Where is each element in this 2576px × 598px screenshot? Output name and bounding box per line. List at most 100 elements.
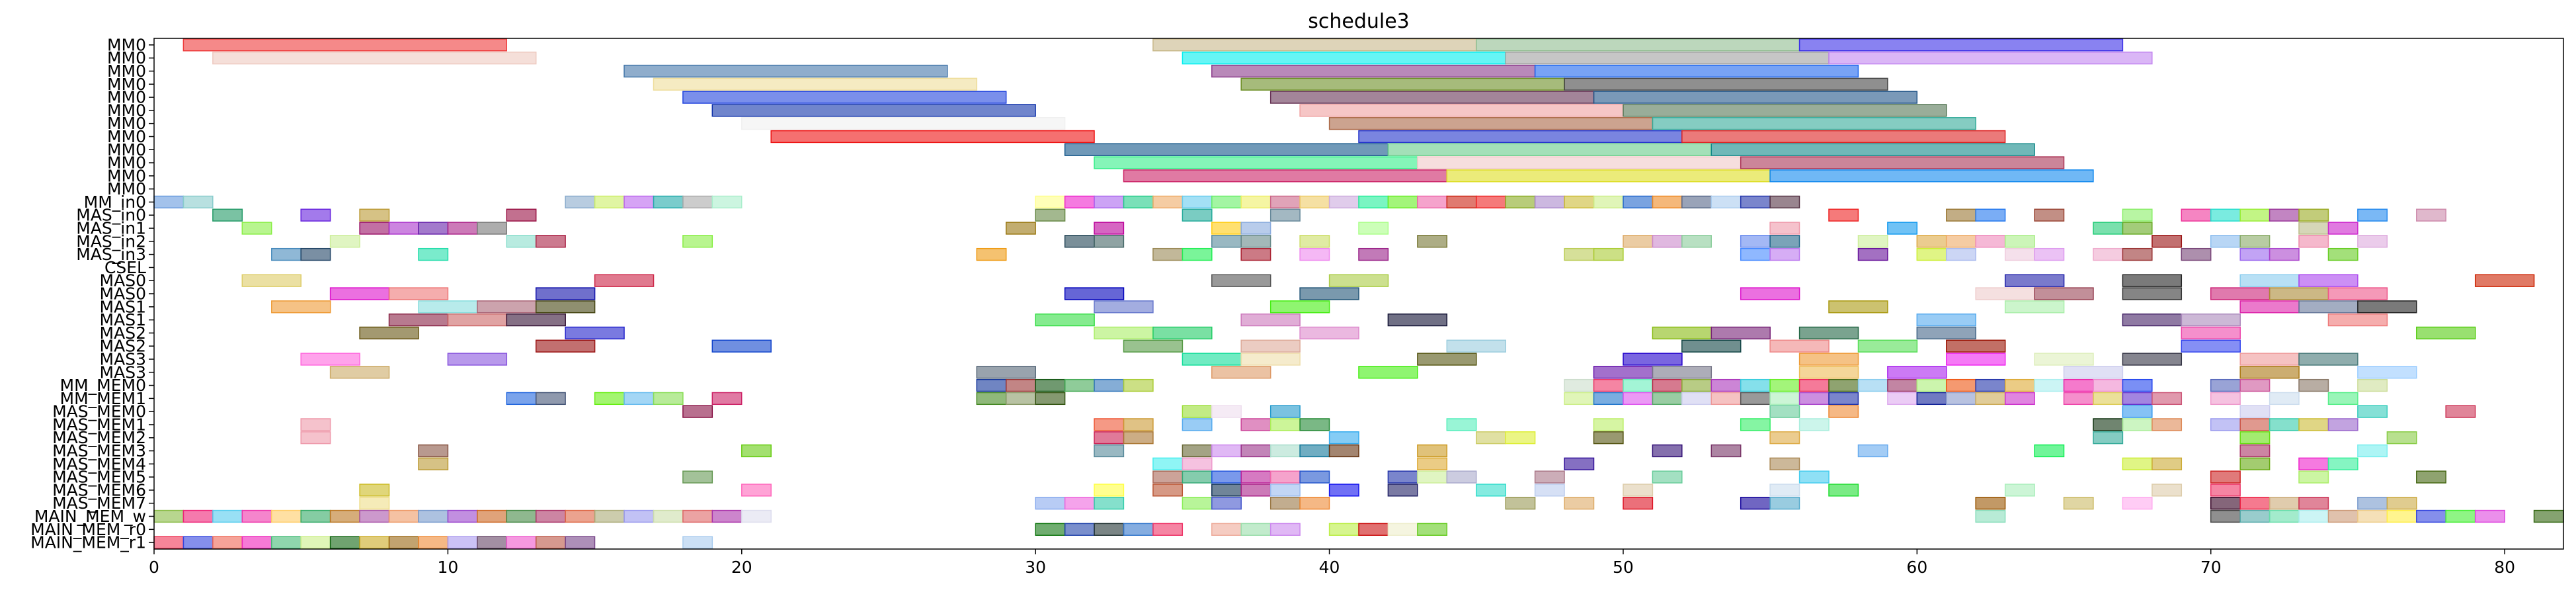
task-bar [1417,523,1448,536]
task-bar [1564,195,1595,209]
task-bar [1211,497,1242,510]
task-bar [1417,457,1448,470]
task-bar [1152,470,1184,484]
task-bar [1798,38,2124,52]
task-bar [1211,366,1271,379]
task-bar [1211,484,1242,497]
task-bar [2063,392,2094,406]
task-bar [271,536,302,549]
y-tick-label: MAS_in2 [76,232,146,251]
task-bar [1182,457,1213,470]
task-bar [1798,378,1830,392]
task-bar [2239,418,2271,431]
task-bar [624,509,655,523]
x-tick-label: 60 [1906,558,1927,577]
task-bar [1123,195,1154,209]
task-bar [1975,235,2006,248]
task-bar [2357,366,2417,379]
task-bar [565,195,596,209]
task-bar [300,418,331,431]
task-bar [1152,38,1477,52]
task-bar [300,353,360,366]
task-bar [1975,509,2006,523]
task-bar [2327,509,2358,523]
task-bar [565,536,596,549]
task-bar [2004,300,2065,314]
task-bar [1328,431,1359,445]
task-bar [535,536,566,549]
task-bar [770,130,1095,144]
task-bar [477,300,537,314]
task-bar [1299,235,1330,248]
task-bar [1123,418,1154,431]
task-bar [2093,418,2124,431]
task-bar [329,509,360,523]
task-bar [2327,222,2358,235]
x-tick-label: 30 [1025,558,1046,577]
task-bar [682,235,713,248]
task-bar [2416,470,2446,484]
task-bar [271,509,302,523]
y-tick-label: MAS_MEM1 [52,415,146,434]
task-bar [1769,195,1800,209]
task-bar [300,509,331,523]
task-bar [2210,418,2241,431]
task-bar [329,287,390,300]
task-bar [2210,509,2241,523]
task-bar [1094,418,1125,431]
task-bar [477,536,507,549]
task-bar [1593,392,1624,406]
task-bar [2210,235,2241,248]
task-bar [182,195,214,209]
task-bar [2034,208,2065,222]
task-bar [1240,222,1271,235]
task-bar [1211,222,1242,235]
task-bar [2327,287,2388,300]
task-bar [594,274,655,287]
task-bar [241,509,272,523]
task-bar [2122,392,2153,406]
task-bar [2386,509,2417,523]
y-tick-label: MM_MEM0 [60,376,146,395]
x-tick-label: 0 [149,558,159,577]
task-bar [477,509,507,523]
task-bar [1182,247,1213,261]
task-bar [976,366,1036,379]
task-bar [1269,484,1301,497]
task-bar [2122,353,2183,366]
task-bar [594,509,625,523]
task-bar [359,509,390,523]
task-bar [300,247,331,261]
task-bar [1328,523,1359,536]
task-bar [2181,326,2241,340]
task-bar [1152,457,1184,470]
task-bar [1564,457,1595,470]
task-bar [2298,235,2329,248]
task-bar [2239,431,2271,445]
y-tick-label: MM0 [107,140,146,159]
task-bar [1240,313,1301,327]
task-bar [1269,300,1330,314]
task-bar [2210,497,2241,510]
task-bar [418,457,449,470]
task-bar [2093,378,2124,392]
task-bar [1417,470,1448,484]
y-tick-label: MAS0 [100,284,146,304]
task-bar [1182,195,1213,209]
task-bar [711,195,743,209]
task-bar [682,536,713,549]
task-bar [1094,484,1125,497]
task-bar [1182,470,1213,484]
task-bar [2004,392,2035,406]
task-bar [2004,378,2035,392]
task-bar [653,509,684,523]
task-bar [2474,509,2505,523]
task-bar [1299,195,1330,209]
task-bar [447,313,508,327]
task-bar [1152,484,1184,497]
task-bar [1182,208,1213,222]
task-bar [1094,235,1125,248]
task-bar [1358,366,1418,379]
task-bar [182,38,507,52]
task-bar [1476,195,1506,209]
